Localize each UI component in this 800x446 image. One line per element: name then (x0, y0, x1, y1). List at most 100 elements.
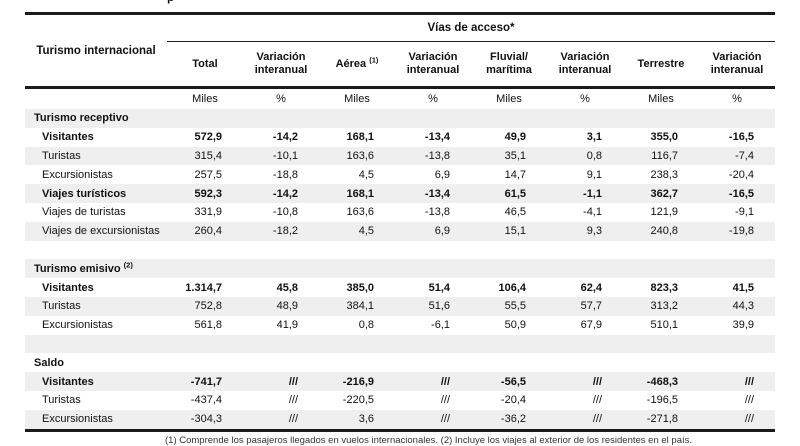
value-cell: 168,1 (346, 131, 374, 144)
row-label: Excursionistas (25, 409, 167, 432)
value-cell (471, 353, 547, 372)
table-row: Excursionistas 561,8 41,9 0,8 -6,1 50,9 67,9 51… (25, 316, 775, 335)
footnote-marker: (1) (369, 54, 379, 64)
value-cell (395, 335, 471, 354)
value-cell: 49,9 (504, 131, 526, 144)
value-cell: 313,2 (650, 300, 678, 313)
value-cell: 331,9 (194, 206, 222, 219)
value-cell (699, 241, 775, 260)
column-header-1: Variación interanual (254, 51, 308, 76)
value-cell (167, 241, 243, 260)
value-cell: -216,9 (342, 375, 374, 388)
value-cell (395, 241, 471, 260)
value-cell: 6,9 (434, 225, 450, 238)
table-header: Turismo internacional Vías de acceso* To… (25, 13, 775, 109)
row-label: Turismo receptivo (34, 112, 129, 125)
value-cell (547, 335, 623, 354)
value-cell: 6,9 (434, 168, 450, 181)
value-cell: 163,6 (346, 149, 374, 162)
column-header-7: Variación interanual (710, 51, 764, 76)
value-cell: 45,8 (276, 281, 298, 294)
value-cell (547, 353, 623, 372)
value-cell: -4,1 (583, 206, 602, 219)
value-cell: 752,8 (194, 300, 222, 313)
value-cell: -741,7 (190, 375, 222, 388)
value-cell (623, 335, 699, 354)
table-row: Visitantes -741,7 /// -216,9 /// -56,5 /// -468… (25, 372, 775, 391)
footnote: (1) Comprende los pasajeros llegados en … (165, 435, 693, 446)
table-row: Turismo receptivo (25, 109, 775, 128)
value-cell: -6,1 (431, 319, 450, 332)
value-cell (471, 335, 547, 354)
tourism-access-routes-table: Turismo internacional Vías de acceso* To… (25, 12, 775, 432)
value-cell: 240,8 (650, 225, 678, 238)
value-cell: -18,8 (272, 168, 298, 181)
value-cell (699, 335, 775, 354)
value-cell (623, 109, 699, 128)
value-cell (319, 353, 395, 372)
unit-label: % (395, 86, 471, 109)
value-cell: 355,0 (650, 131, 678, 144)
value-cell: 121,9 (650, 206, 678, 219)
value-cell: 0,8 (586, 149, 602, 162)
value-cell (547, 109, 623, 128)
table-row: Saldo (25, 353, 775, 372)
value-cell: 510,1 (650, 319, 678, 332)
value-cell: /// (699, 409, 775, 432)
value-cell (471, 259, 547, 278)
table-row: Viajes de excursionistas 260,4 -18,2 4,5 6,9… (25, 221, 775, 241)
value-cell (395, 259, 471, 278)
value-cell: 9,3 (586, 225, 602, 238)
value-cell: -7,4 (735, 149, 754, 162)
value-cell (699, 353, 775, 372)
row-label (25, 241, 167, 260)
value-cell: 362,7 (650, 187, 678, 200)
unit-label: % (547, 86, 623, 109)
row-label: Visitantes (42, 131, 94, 144)
value-cell: -20,4 (500, 394, 526, 407)
cropped-title-fragment: p (167, 0, 183, 5)
value-cell (167, 259, 243, 278)
value-cell: 44,3 (732, 300, 754, 313)
value-cell: 385,0 (346, 281, 374, 294)
value-cell: 572,9 (194, 131, 222, 144)
table-row: Visitantes 1.314,7 45,8 385,0 51,4 106,4 62,4 8… (25, 278, 775, 297)
value-cell: 238,3 (650, 168, 678, 181)
table-row: Turistas 752,8 48,9 384,1 51,6 55,5 57,7 313,2 4… (25, 296, 775, 316)
value-cell (319, 259, 395, 278)
value-cell (243, 259, 319, 278)
value-cell: -13,4 (424, 187, 450, 200)
row-label: Turistas (42, 394, 81, 407)
column-header-0: Total (192, 57, 218, 70)
value-cell: 384,1 (346, 300, 374, 313)
table-row: Turistas 315,4 -10,1 163,6 -13,8 35,1 0,8 116,7… (25, 146, 775, 166)
value-cell: -13,8 (424, 149, 450, 162)
row-label: Excursionistas (42, 319, 113, 332)
value-cell (471, 109, 547, 128)
unit-label: Miles (623, 86, 699, 109)
value-cell: /// (744, 375, 754, 388)
value-cell: 168,1 (346, 187, 374, 200)
table-row: Viajes de turistas 331,9 -10,8 163,6 -13,8 46… (25, 203, 775, 222)
value-cell: 41,9 (276, 319, 298, 332)
unit-label: Miles (471, 86, 547, 109)
row-label: Viajes de turistas (42, 206, 126, 219)
value-cell (547, 241, 623, 260)
value-cell: -14,2 (272, 131, 298, 144)
row-label: Viajes de excursionistas (42, 225, 160, 238)
value-cell: -468,3 (646, 375, 678, 388)
value-cell: /// (744, 394, 754, 407)
table-row: Turismo emisivo (2) (25, 259, 775, 279)
value-cell (623, 353, 699, 372)
column-header-2: Aérea (1) (335, 54, 379, 70)
unit-label: % (243, 86, 319, 109)
value-cell: -10,1 (272, 149, 298, 162)
value-cell (319, 335, 395, 354)
value-cell (243, 109, 319, 128)
value-cell: 51,6 (428, 300, 450, 313)
value-cell: /// (243, 409, 319, 432)
spacer-row (25, 241, 775, 260)
value-cell: /// (592, 394, 602, 407)
value-cell: 315,4 (194, 149, 222, 162)
row-label: Visitantes (42, 375, 94, 388)
